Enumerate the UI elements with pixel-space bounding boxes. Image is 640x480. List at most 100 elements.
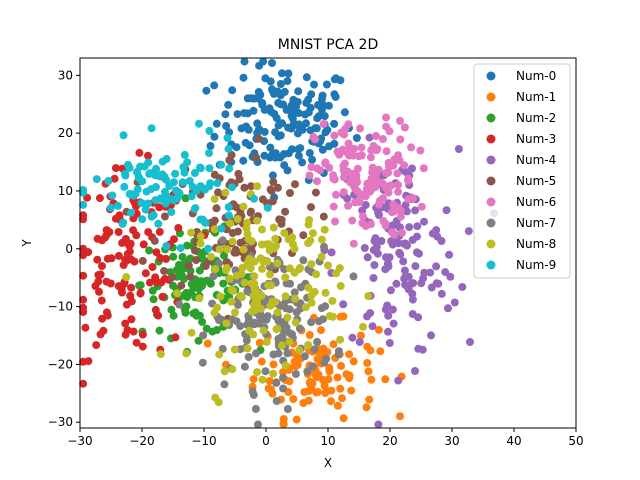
legend: Num-0 Num-1 Num-2 Num-3 Num-4 Num-5 Num-6 Num-7… xyxy=(473,63,571,279)
point-num-9 xyxy=(188,182,197,191)
point-num-0 xyxy=(202,86,211,95)
point-num-9 xyxy=(180,150,189,159)
point-num-9 xyxy=(127,190,136,199)
point-num-2 xyxy=(167,305,176,314)
point-num-1 xyxy=(255,338,264,347)
series-num-4 xyxy=(320,133,499,429)
point-num-4 xyxy=(411,206,420,215)
point-num-7 xyxy=(272,378,281,387)
point-num-1 xyxy=(333,373,342,382)
legend-item: Num-5 xyxy=(486,174,556,188)
legend-item: Num-0 xyxy=(486,69,556,83)
point-num-9 xyxy=(194,119,203,128)
point-num-6 xyxy=(385,127,394,136)
point-num-8 xyxy=(245,326,254,335)
point-num-9 xyxy=(205,126,214,135)
legend-item: Num-8 xyxy=(486,237,556,251)
chart-title: MNIST PCA 2D xyxy=(278,37,379,53)
legend-label: Num-8 xyxy=(516,237,556,251)
point-num-3 xyxy=(148,263,157,271)
point-num-5 xyxy=(190,246,199,255)
point-num-5 xyxy=(222,258,231,267)
point-num-1 xyxy=(365,395,374,404)
point-num-4 xyxy=(388,305,397,314)
point-num-3 xyxy=(135,148,144,157)
point-num-6 xyxy=(396,207,405,215)
point-num-4 xyxy=(343,194,352,203)
point-num-6 xyxy=(309,133,318,141)
x-tick-label: 20 xyxy=(382,434,397,448)
point-num-1 xyxy=(279,420,288,429)
point-num-4 xyxy=(396,250,405,259)
point-num-1 xyxy=(336,384,345,393)
point-num-4 xyxy=(400,266,409,275)
point-num-3 xyxy=(138,330,147,339)
legend-item: Num-6 xyxy=(486,195,556,209)
point-num-8 xyxy=(213,303,221,312)
point-num-0 xyxy=(306,103,315,112)
point-num-1 xyxy=(323,348,332,357)
point-num-6 xyxy=(395,156,404,165)
point-num-5 xyxy=(247,207,255,216)
point-num-0 xyxy=(228,86,237,95)
point-num-8 xyxy=(196,232,205,241)
point-num-8 xyxy=(273,259,282,268)
point-num-8 xyxy=(304,341,313,349)
point-num-9 xyxy=(151,166,160,175)
point-num-4 xyxy=(339,300,348,309)
point-num-8 xyxy=(335,264,344,273)
point-num-0 xyxy=(278,69,286,78)
point-num-7 xyxy=(283,349,292,358)
point-num-9 xyxy=(151,196,160,205)
point-num-9 xyxy=(169,178,178,187)
point-num-8 xyxy=(296,264,304,272)
point-num-3 xyxy=(95,287,103,296)
point-num-3 xyxy=(127,315,136,324)
point-num-1 xyxy=(327,386,336,395)
point-num-2 xyxy=(175,260,183,269)
point-num-0 xyxy=(302,119,310,128)
point-num-9 xyxy=(175,189,184,198)
point-num-8 xyxy=(223,245,232,254)
point-num-5 xyxy=(240,183,249,192)
point-num-0 xyxy=(222,122,231,130)
point-num-8 xyxy=(328,296,337,305)
point-num-9 xyxy=(205,182,214,191)
point-num-6 xyxy=(396,135,405,144)
point-num-8 xyxy=(237,270,246,278)
point-num-2 xyxy=(208,327,217,336)
point-num-8 xyxy=(364,292,373,301)
point-num-3 xyxy=(114,228,123,236)
point-num-6 xyxy=(398,228,406,237)
point-num-4 xyxy=(408,295,417,304)
point-num-2 xyxy=(180,274,188,283)
point-num-1 xyxy=(265,377,274,385)
point-num-9 xyxy=(205,149,213,158)
point-num-4 xyxy=(407,279,416,288)
point-num-9 xyxy=(160,193,169,202)
point-num-0 xyxy=(240,109,249,118)
point-num-1 xyxy=(329,340,338,349)
point-num-0 xyxy=(294,87,303,96)
point-num-6 xyxy=(361,222,370,231)
point-num-6 xyxy=(386,181,394,190)
point-num-8 xyxy=(215,350,224,359)
point-num-8 xyxy=(240,278,249,287)
point-num-0 xyxy=(318,145,327,154)
y-tick-label: 20 xyxy=(58,126,73,140)
point-num-8 xyxy=(253,182,262,191)
y-tick-label: 10 xyxy=(58,184,73,198)
legend-marker xyxy=(486,260,496,270)
point-num-5 xyxy=(201,262,210,270)
point-num-4 xyxy=(389,319,398,328)
point-num-4 xyxy=(427,283,436,292)
point-num-8 xyxy=(187,228,196,237)
point-num-4 xyxy=(444,304,452,313)
point-num-1 xyxy=(305,386,314,395)
point-num-4 xyxy=(383,301,392,310)
point-num-1 xyxy=(366,346,375,355)
point-num-5 xyxy=(291,180,299,189)
point-num-7 xyxy=(199,331,208,340)
point-num-8 xyxy=(281,273,290,282)
point-num-5 xyxy=(184,261,193,270)
